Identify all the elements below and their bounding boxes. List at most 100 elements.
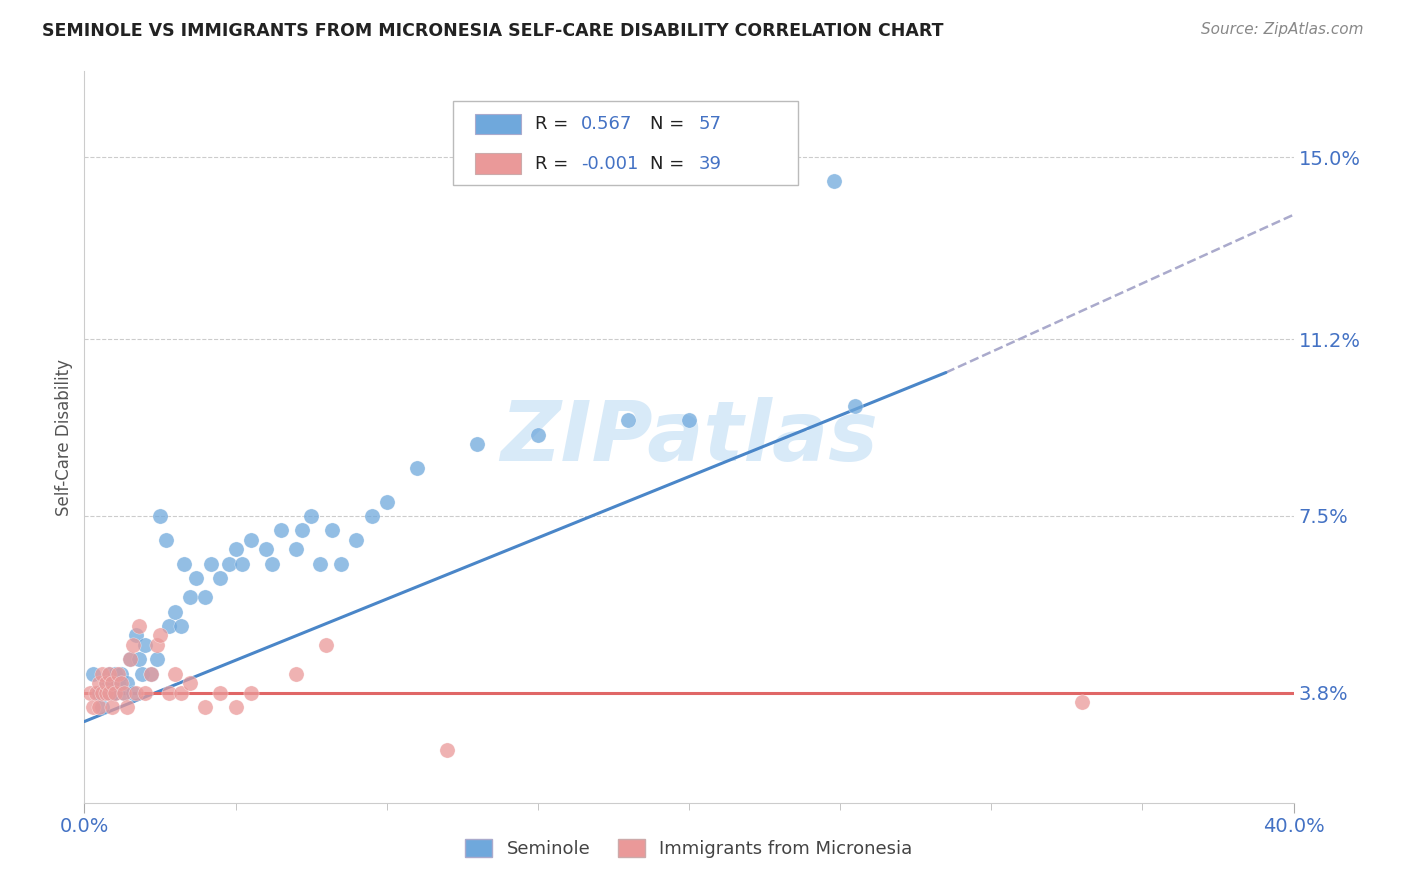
Text: N =: N =	[650, 115, 685, 133]
Point	[89, 686, 111, 700]
Point	[139, 666, 162, 681]
Point	[149, 508, 172, 523]
Point	[375, 494, 398, 508]
Point	[125, 686, 148, 700]
Point	[285, 542, 308, 557]
Point	[121, 686, 143, 700]
Text: R =: R =	[536, 115, 568, 133]
Point	[94, 676, 117, 690]
Point	[270, 524, 292, 538]
Point	[254, 542, 277, 557]
Point	[170, 686, 193, 700]
Point	[107, 676, 129, 690]
Point	[678, 413, 700, 427]
Text: ZIPatlas: ZIPatlas	[501, 397, 877, 477]
Point	[125, 628, 148, 642]
Point	[97, 686, 120, 700]
Point	[291, 524, 314, 538]
Point	[131, 666, 153, 681]
Point	[115, 700, 138, 714]
Point	[194, 591, 217, 605]
Point	[118, 652, 141, 666]
Point	[155, 533, 177, 547]
Point	[112, 686, 135, 700]
Point	[128, 619, 150, 633]
Point	[179, 591, 201, 605]
Point	[527, 427, 550, 442]
Point	[97, 666, 120, 681]
Point	[82, 666, 104, 681]
Text: 39: 39	[699, 154, 721, 173]
Point	[285, 666, 308, 681]
Point	[330, 557, 353, 571]
Bar	[475, 114, 520, 135]
Point	[89, 700, 111, 714]
Point	[91, 686, 114, 700]
Point	[97, 666, 120, 681]
Point	[97, 676, 120, 690]
FancyBboxPatch shape	[453, 101, 797, 185]
Point	[94, 676, 117, 690]
Point	[100, 676, 122, 690]
Text: 57: 57	[699, 115, 721, 133]
Point	[218, 557, 240, 571]
Text: Source: ZipAtlas.com: Source: ZipAtlas.com	[1201, 22, 1364, 37]
Text: SEMINOLE VS IMMIGRANTS FROM MICRONESIA SELF-CARE DISABILITY CORRELATION CHART: SEMINOLE VS IMMIGRANTS FROM MICRONESIA S…	[42, 22, 943, 40]
Point	[321, 524, 343, 538]
Point	[186, 571, 208, 585]
Point	[128, 652, 150, 666]
Point	[91, 700, 114, 714]
Point	[844, 399, 866, 413]
Point	[100, 676, 122, 690]
Point	[823, 174, 845, 188]
Point	[157, 686, 180, 700]
Legend: Seminole, Immigrants from Micronesia: Seminole, Immigrants from Micronesia	[457, 830, 921, 867]
Point	[104, 666, 127, 681]
Point	[100, 700, 122, 714]
Point	[94, 686, 117, 700]
Point	[194, 700, 217, 714]
Point	[110, 676, 132, 690]
Text: 0.567: 0.567	[581, 115, 633, 133]
Point	[1071, 695, 1094, 709]
Point	[209, 571, 232, 585]
Text: -0.001: -0.001	[581, 154, 638, 173]
Point	[179, 676, 201, 690]
Point	[406, 461, 429, 475]
Point	[134, 686, 156, 700]
Text: R =: R =	[536, 154, 568, 173]
Bar	[475, 153, 520, 174]
Point	[299, 508, 322, 523]
Point	[104, 686, 127, 700]
Point	[107, 666, 129, 681]
Point	[617, 413, 640, 427]
Point	[436, 743, 458, 757]
Point	[104, 686, 127, 700]
Y-axis label: Self-Care Disability: Self-Care Disability	[55, 359, 73, 516]
Text: N =: N =	[650, 154, 685, 173]
Point	[200, 557, 222, 571]
Point	[134, 638, 156, 652]
Point	[239, 533, 262, 547]
Point	[309, 557, 332, 571]
Point	[115, 676, 138, 690]
Point	[260, 557, 283, 571]
Point	[86, 686, 108, 700]
Point	[173, 557, 195, 571]
Point	[346, 533, 368, 547]
Point	[82, 700, 104, 714]
Point	[100, 686, 122, 700]
Point	[225, 700, 247, 714]
Point	[94, 686, 117, 700]
Point	[467, 437, 489, 451]
Point	[139, 666, 162, 681]
Point	[315, 638, 337, 652]
Point	[146, 652, 169, 666]
Point	[239, 686, 262, 700]
Point	[91, 666, 114, 681]
Point	[149, 628, 172, 642]
Point	[79, 686, 101, 700]
Point	[165, 605, 187, 619]
Point	[121, 638, 143, 652]
Point	[209, 686, 232, 700]
